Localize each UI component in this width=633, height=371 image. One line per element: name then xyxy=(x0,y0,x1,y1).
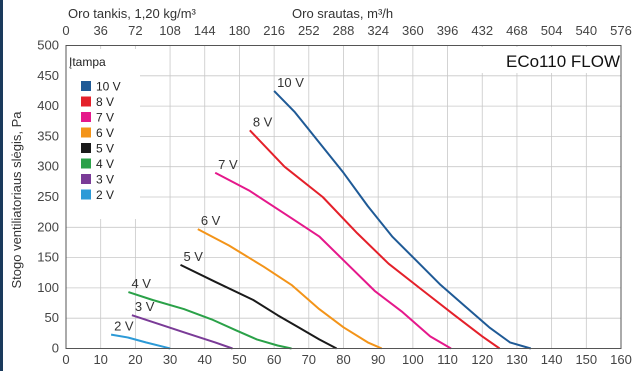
x-tick-label: 60 xyxy=(267,352,281,367)
x-tick-label: 0 xyxy=(62,352,69,367)
legend-swatch xyxy=(81,127,91,138)
top-tick-label: 504 xyxy=(541,23,563,38)
legend-label: 2 V xyxy=(96,188,114,202)
grid-lines xyxy=(66,45,621,349)
top-tick-label: 324 xyxy=(367,23,389,38)
y-tick-label: 450 xyxy=(37,68,59,83)
x-tick-label: 80 xyxy=(336,352,350,367)
y-tick-label: 300 xyxy=(37,159,59,174)
legend-swatch xyxy=(81,174,91,184)
top-axis-label: Oro srautas, m³/h xyxy=(292,6,393,21)
series-line xyxy=(131,314,233,350)
x-tick-label: 160 xyxy=(610,352,632,367)
top-tick-label: 432 xyxy=(471,23,493,38)
y-tick-label: 500 xyxy=(37,38,59,53)
y-axis-label: Stogo ventiliatoriaus slėgis, Pa xyxy=(9,111,24,289)
series-line xyxy=(214,171,452,350)
series-line xyxy=(128,291,292,350)
curve-voltage-label: 5 V xyxy=(183,249,203,264)
curve-voltage-label: 10 V xyxy=(277,75,304,90)
x-tick-label: 50 xyxy=(232,352,246,367)
x-tick-label: 120 xyxy=(471,352,493,367)
x-tick-label: 150 xyxy=(575,352,597,367)
legend-swatch xyxy=(81,143,91,153)
x-tick-label: 20 xyxy=(128,352,142,367)
y-tick-label: 0 xyxy=(52,341,59,356)
series-line xyxy=(180,264,338,350)
legend: 10 V8 V 7 V6 V 5 V4 V 3 V2 V xyxy=(81,80,121,202)
x-tick-label: 90 xyxy=(371,352,385,367)
legend-swatch xyxy=(81,158,91,169)
model-label-box xyxy=(477,47,624,73)
curve-labels: 10 V 8 V 7 V 6 V 5 V 4 V 3 V2 V xyxy=(114,75,304,334)
top-tick-label: 468 xyxy=(506,23,528,38)
y-tick-label: 100 xyxy=(37,280,59,295)
legend-label: 4 V xyxy=(96,157,114,171)
top-tick-label: 144 xyxy=(194,23,216,38)
x-axis-ticks: 0 10 20 30 40 50 60 70 80 90 100 110 120 130 140 150 160 xyxy=(62,352,631,367)
top-tick-label: 0 xyxy=(62,23,69,38)
curve-voltage-label: 8 V xyxy=(253,114,273,129)
legend-box xyxy=(66,49,140,219)
curve-voltage-label: 4 V xyxy=(131,276,151,291)
legend-swatch xyxy=(81,81,91,91)
legend-label: 5 V xyxy=(96,142,114,156)
legend-swatch xyxy=(81,112,91,122)
curve-voltage-label: 3 V xyxy=(135,299,155,314)
x-tick-label: 100 xyxy=(402,352,424,367)
series-line xyxy=(110,333,171,350)
legend-label: 3 V xyxy=(96,173,114,187)
series-lines xyxy=(110,90,532,350)
x-tick-label: 40 xyxy=(198,352,212,367)
y-tick-label: 250 xyxy=(37,189,59,204)
x-tick-label: 30 xyxy=(163,352,177,367)
curve-voltage-label: 2 V xyxy=(114,319,134,334)
top-tick-label: 360 xyxy=(402,23,424,38)
series-line xyxy=(273,90,532,350)
legend-label: 8 V xyxy=(96,95,114,109)
legend-swatch xyxy=(81,96,91,107)
legend-swatch xyxy=(81,189,91,200)
y-tick-label: 150 xyxy=(37,250,59,265)
series-line xyxy=(249,129,501,350)
top-tick-label: 72 xyxy=(128,23,142,38)
y-tick-label: 400 xyxy=(37,98,59,113)
top-tick-label: 540 xyxy=(575,23,597,38)
top-tick-label: 216 xyxy=(263,23,285,38)
x-tick-label: 10 xyxy=(93,352,107,367)
x-tick-label: 130 xyxy=(506,352,528,367)
series-line xyxy=(197,228,383,350)
top-tick-label: 396 xyxy=(437,23,459,38)
legend-label: 7 V xyxy=(96,111,114,125)
plot-frame xyxy=(65,45,622,349)
top-tick-label: 36 xyxy=(93,23,107,38)
top-tick-label: 180 xyxy=(229,23,251,38)
top-tick-label: 252 xyxy=(298,23,320,38)
curve-voltage-label: 6 V xyxy=(201,213,221,228)
air-density-note: Oro tankis, 1,20 kg/m³ xyxy=(68,6,197,21)
left-edge-bar xyxy=(0,0,3,371)
model-label: ECo110 FLOW xyxy=(506,52,620,71)
y-tick-label: 350 xyxy=(37,128,59,143)
top-tick-label: 288 xyxy=(333,23,355,38)
y-axis-ticks: 0 50 100 150 200 250 300 350 400 450 500 xyxy=(37,38,59,356)
x-tick-label: 70 xyxy=(302,352,316,367)
x-tick-label: 110 xyxy=(437,352,458,367)
y-tick-label: 200 xyxy=(37,219,59,234)
top-axis-ticks: 0 36 72 108 144 180 216 252 288 324 360 396 432 468 50… xyxy=(62,23,631,38)
legend-title: Įtampa xyxy=(69,55,106,69)
y-tick-label: 50 xyxy=(45,310,59,325)
legend-label: 10 V xyxy=(96,80,121,94)
curve-voltage-label: 7 V xyxy=(218,157,238,172)
top-tick-label: 576 xyxy=(610,23,632,38)
legend-label: 6 V xyxy=(96,126,114,140)
top-tick-label: 108 xyxy=(159,23,181,38)
x-tick-label: 140 xyxy=(541,352,563,367)
